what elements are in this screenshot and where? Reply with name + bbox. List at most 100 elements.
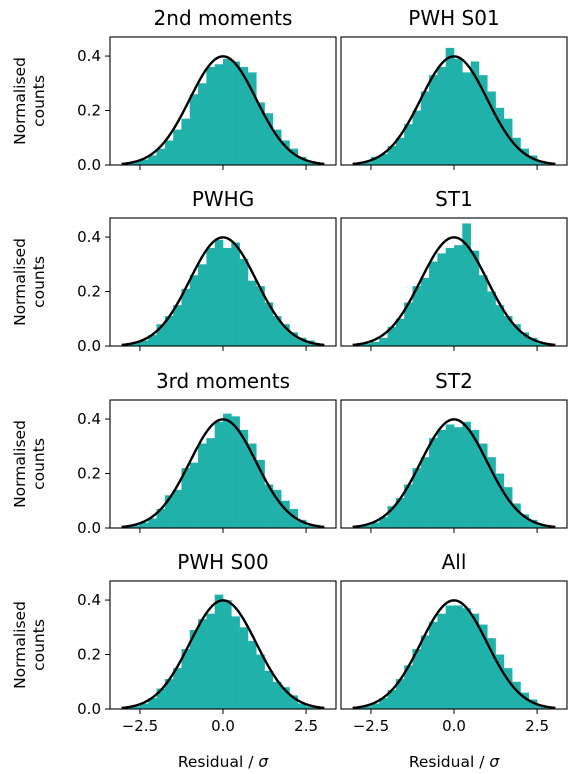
histogram-bar	[148, 518, 157, 528]
histogram-bar	[198, 264, 207, 346]
histogram-bar	[239, 258, 249, 346]
x-axis-label-symbol: σ	[489, 753, 500, 771]
histogram-bar	[537, 343, 546, 346]
histogram-bar	[370, 703, 380, 709]
histogram-bar	[247, 640, 257, 709]
histogram-bar	[256, 102, 265, 165]
panel-title: All	[442, 550, 467, 574]
histogram-bar	[173, 129, 182, 165]
y-tick-label: 0.4	[77, 228, 101, 246]
histogram-bar	[247, 280, 257, 346]
histogram-bar	[487, 457, 496, 528]
histogram-bar	[281, 687, 290, 709]
y-tick-label: 0.4	[77, 47, 101, 65]
histogram-bar	[289, 148, 299, 165]
histogram-bar	[528, 155, 538, 165]
histogram-bar	[189, 462, 199, 528]
histogram-bar	[272, 489, 282, 528]
histogram-bar	[214, 64, 224, 165]
histogram-bar	[297, 519, 307, 528]
normal-pdf-curve	[352, 236, 556, 347]
panel-title: ST1	[435, 187, 473, 211]
histogram-bar	[412, 110, 422, 165]
histogram-bar	[520, 514, 530, 528]
histogram-bar	[214, 239, 224, 346]
histogram-bar	[495, 654, 505, 709]
histogram-bar	[412, 649, 422, 709]
histogram-bar	[156, 688, 166, 709]
y-tick-label: 0.2	[77, 465, 101, 483]
histogram-bar	[412, 286, 422, 346]
histogram-bar	[148, 698, 157, 709]
histogram-bar	[462, 223, 471, 346]
histogram-bar	[520, 692, 530, 709]
histogram-bar	[362, 343, 372, 346]
histogram-bar	[537, 704, 546, 709]
histogram-bar	[139, 159, 149, 165]
histogram-bar	[487, 638, 496, 709]
histogram-bar	[256, 459, 265, 528]
histogram-bar	[437, 66, 446, 165]
histogram-bar	[281, 500, 290, 528]
histogram-bar	[181, 649, 191, 709]
y-axis-label-line1: Normalised	[11, 601, 29, 689]
histogram-bar	[206, 247, 215, 346]
histogram-bar	[131, 161, 141, 165]
y-tick-label: 0.2	[77, 102, 101, 120]
histogram-bar	[173, 668, 182, 709]
histogram-bar	[370, 522, 380, 528]
histogram-bar	[404, 302, 413, 346]
histogram-bar	[306, 160, 315, 165]
x-axis-label: Residual / σ	[178, 753, 270, 771]
histogram-bar	[503, 487, 513, 528]
x-axis-label-text: Residual /	[409, 753, 490, 771]
histogram-bar	[395, 318, 405, 346]
y-tick-label: 0.2	[77, 283, 101, 301]
histogram-bar	[528, 519, 538, 528]
histogram-bar	[412, 468, 422, 528]
histogram-bar	[437, 253, 446, 346]
panel-title: 3rd moments	[156, 369, 290, 393]
panel-1: 2nd moments 0.0 0.2 0.4 Normalisedcounts	[11, 6, 337, 174]
histogram-bar	[495, 473, 505, 528]
histogram-bar	[387, 506, 397, 528]
histogram-bar	[198, 83, 207, 165]
y-axis-label: Normalisedcounts	[11, 420, 48, 508]
y-axis-label-line1: Normalised	[11, 57, 29, 145]
panel-2: PWH S01	[340, 6, 568, 170]
histogram-bar	[256, 654, 265, 709]
panel-8: All −2.5 0.0 2.5 Residual / σ	[340, 550, 568, 771]
histogram-bar	[223, 247, 232, 346]
histogram-bar	[362, 162, 372, 165]
histogram-bar	[156, 324, 166, 346]
histogram-bar	[537, 160, 546, 165]
histogram-bar	[206, 66, 215, 165]
histogram-bar	[164, 316, 174, 346]
histogram-bar	[395, 679, 405, 709]
histogram-bar	[272, 316, 282, 346]
panel-title: PWHG	[192, 187, 254, 211]
histogram-bar	[239, 627, 249, 709]
histogram-bar	[264, 670, 274, 709]
y-axis-label: Normalisedcounts	[11, 601, 48, 689]
histogram-bar	[164, 140, 174, 165]
histogram-bar	[478, 443, 488, 528]
histogram-bar	[231, 616, 240, 709]
histogram-bar	[512, 324, 521, 346]
histogram-bar	[272, 129, 282, 165]
histogram-bar	[462, 421, 471, 528]
histogram-bar	[289, 332, 299, 346]
histogram-bar	[379, 337, 388, 346]
x-tick-label: 0.0	[442, 717, 466, 735]
histogram-bar	[362, 706, 372, 709]
normal-pdf-curve	[352, 418, 556, 529]
histogram-bar	[387, 689, 397, 709]
histogram-bar	[231, 61, 240, 166]
histogram-bar	[462, 608, 471, 709]
histogram-bar	[520, 148, 530, 165]
histogram-bar	[148, 335, 157, 346]
histogram-bar	[512, 137, 521, 165]
histogram-bar	[239, 66, 249, 165]
histogram-bar	[173, 489, 182, 528]
y-axis-label-line1: Normalised	[11, 420, 29, 508]
